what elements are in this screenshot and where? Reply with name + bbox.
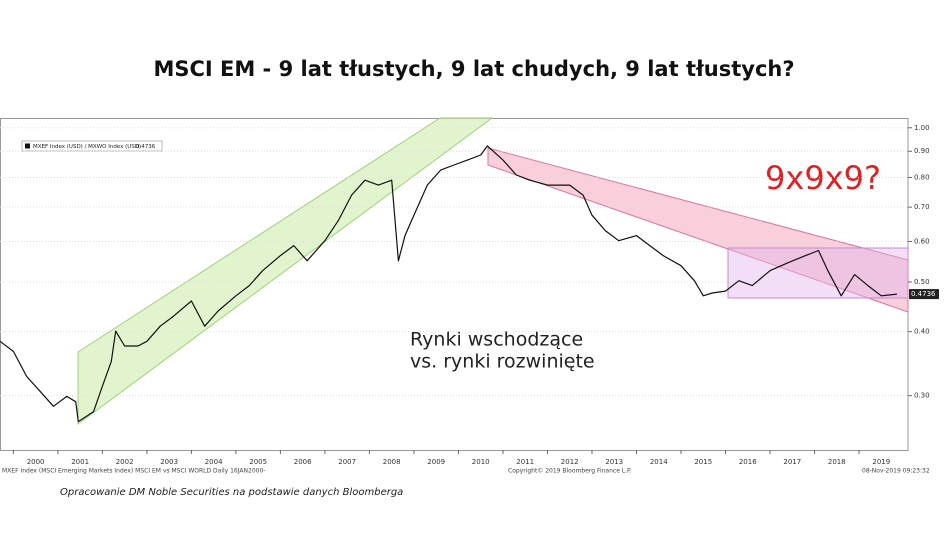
x-tick-label: 2009 bbox=[427, 458, 445, 466]
x-tick-label: 2018 bbox=[828, 458, 846, 466]
x-tick-label: 2013 bbox=[605, 458, 623, 466]
legend-label: MXEF Index (USD) / MXWO Index (USD) bbox=[33, 144, 141, 150]
x-tick-label: 2000 bbox=[27, 458, 45, 466]
y-tick-label: 0.70 bbox=[914, 203, 930, 211]
source-note: Opracowanie DM Noble Securities na podst… bbox=[60, 487, 403, 498]
green-channel bbox=[77, 117, 494, 425]
y-tick-label: 0.50 bbox=[914, 278, 930, 286]
footer-center: Copyright© 2019 Bloomberg Finance L.P. bbox=[508, 468, 632, 475]
series-line bbox=[0, 145, 897, 423]
x-tick-label: 2011 bbox=[516, 458, 534, 466]
x-tick-label: 2005 bbox=[249, 458, 267, 466]
last-value-tag bbox=[909, 289, 939, 300]
x-tick-label: 2008 bbox=[383, 458, 401, 466]
footer-left: MXEF Index (MSCI Emerging Markets Index)… bbox=[2, 468, 265, 475]
x-tick-label: 2002 bbox=[116, 458, 134, 466]
y-tick-label: 0.60 bbox=[914, 237, 930, 245]
chart-title: MSCI EM - 9 lat tłustych, 9 lat chudych,… bbox=[153, 57, 794, 81]
y-tick-label: 0.80 bbox=[914, 173, 930, 181]
legend-value: 0.4736 bbox=[136, 144, 156, 150]
x-tick-label: 2010 bbox=[472, 458, 490, 466]
last-value-label: 0.4736 bbox=[911, 290, 936, 298]
annotation: Rynki wschodzące bbox=[410, 329, 583, 351]
x-tick-label: 2019 bbox=[872, 458, 890, 466]
x-tick-label: 2014 bbox=[650, 458, 668, 466]
x-tick-label: 2017 bbox=[783, 458, 801, 466]
legend-swatch bbox=[25, 143, 30, 149]
y-tick-label: 0.30 bbox=[914, 392, 930, 400]
annotation: 9x9x9? bbox=[765, 159, 881, 197]
x-tick-label: 2012 bbox=[561, 458, 579, 466]
x-tick-label: 2001 bbox=[71, 458, 89, 466]
y-tick-label: 1.00 bbox=[914, 124, 930, 132]
y-tick-label: 0.90 bbox=[914, 147, 930, 155]
x-tick-label: 2007 bbox=[338, 458, 356, 466]
purple-range bbox=[727, 247, 909, 299]
annotation: vs. rynki rozwinięte bbox=[410, 351, 595, 373]
x-tick-label: 2006 bbox=[294, 458, 312, 466]
x-tick-label: 2015 bbox=[694, 458, 712, 466]
legend bbox=[21, 140, 163, 152]
y-tick-label: 0.40 bbox=[914, 328, 930, 336]
pink-channel bbox=[487, 147, 909, 313]
footer-right: 08-Nov-2019 09:23:32 bbox=[862, 468, 930, 475]
x-tick-label: 2004 bbox=[205, 458, 223, 466]
x-tick-label: 2003 bbox=[160, 458, 178, 466]
x-tick-label: 2016 bbox=[739, 458, 757, 466]
